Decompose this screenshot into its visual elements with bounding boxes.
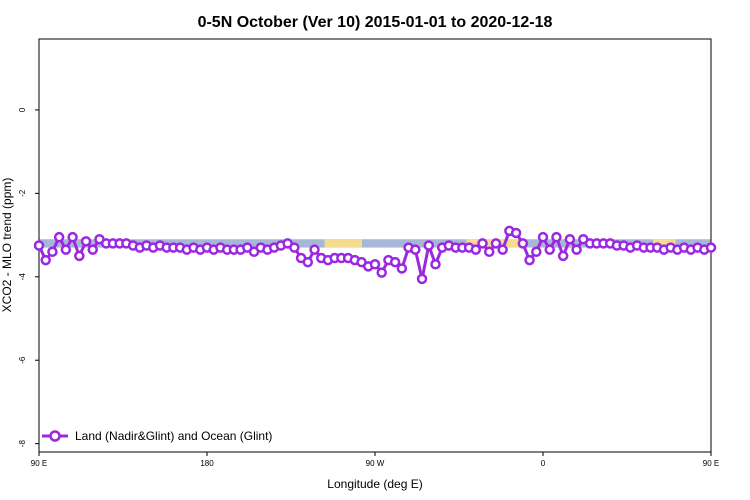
data-point [47,246,58,258]
data-point [410,244,421,255]
x-tick-label: 0 [541,459,546,468]
y-tick-label: -8 [18,440,27,448]
data-point [531,246,542,258]
y-tick-label: -6 [18,356,27,364]
ocean-band [39,239,711,248]
data-point [510,227,522,239]
data-point [289,242,300,253]
data-point [430,259,441,270]
y-tick-label: 0 [18,107,27,112]
data-point [376,267,387,278]
data-point [33,240,45,251]
series-path [37,229,712,281]
chart-title: 0-5N October (Ver 10) 2015-01-01 to 2020… [198,14,553,31]
data-point [396,263,408,274]
data-point [423,240,435,251]
y-axis-label: XCO2 - MLO trend (ppm) [0,178,14,313]
data-point [483,246,495,258]
y-tick-label: -4 [18,273,27,281]
data-point [517,238,529,249]
data-point [309,244,320,255]
data-point [416,273,428,285]
series-line [33,225,717,285]
data-point [705,242,717,253]
land-band [324,239,362,248]
data-point [497,244,508,255]
data-point [557,250,569,262]
land-band [653,239,676,248]
x-tick-label: 180 [200,459,214,468]
legend: Land (Nadir&Glint) and Ocean (Glint) [42,429,272,443]
data-point [470,244,482,255]
data-point [40,254,51,266]
data-point [369,259,381,270]
data-point [551,231,562,243]
y-tick-label: -2 [18,189,27,197]
data-point [67,231,78,243]
data-point [389,256,401,268]
data-point [53,231,65,243]
x-tick-label: 90 W [366,459,385,468]
data-point [571,244,582,255]
data-point [537,231,549,243]
data-point [564,233,576,245]
x-tick-label: 90 E [31,459,47,468]
legend-label: Land (Nadir&Glint) and Ocean (Glint) [75,429,272,443]
data-point [524,254,535,266]
data-point [80,236,92,247]
data-point [302,256,314,268]
x-tick-label: 90 E [703,459,719,468]
data-point [60,244,72,255]
data-point [490,238,502,249]
x-axis: 90 E 180 90 W 0 90 E [31,452,719,468]
data-point [544,244,555,255]
legend-marker [49,430,61,442]
data-point [74,250,85,262]
y-axis: 0 -2 -4 -6 -8 [18,107,39,447]
data-point [87,244,99,255]
x-axis-label: Longitude (deg E) [327,477,422,491]
data-point [477,238,488,249]
